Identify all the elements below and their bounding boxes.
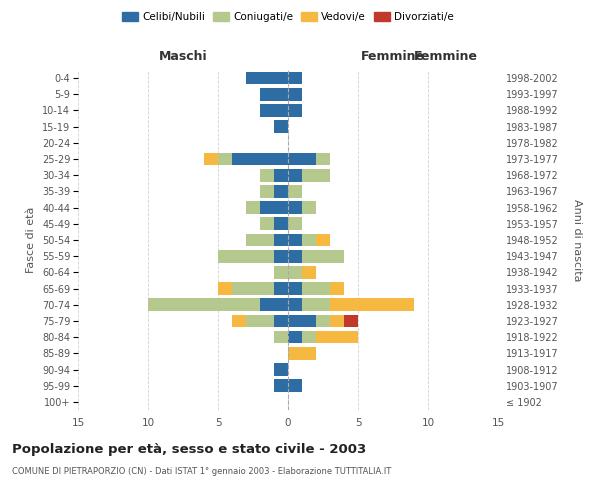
Bar <box>232 282 274 295</box>
Bar <box>288 169 302 181</box>
Bar <box>316 152 330 166</box>
Bar <box>288 380 302 392</box>
Bar <box>218 152 232 166</box>
Text: Femmine: Femmine <box>361 50 425 63</box>
Bar <box>302 282 330 295</box>
Bar <box>246 234 274 246</box>
Bar <box>302 169 330 181</box>
Text: Maschi: Maschi <box>158 50 208 63</box>
Bar <box>288 202 302 214</box>
Bar <box>260 88 288 101</box>
Bar <box>288 347 316 360</box>
Bar <box>204 152 218 166</box>
Bar <box>302 234 316 246</box>
Bar <box>288 282 302 295</box>
Bar <box>218 250 274 262</box>
Bar <box>274 234 288 246</box>
Bar <box>274 218 288 230</box>
Bar <box>218 282 232 295</box>
Bar <box>288 331 302 344</box>
Bar <box>288 104 302 117</box>
Bar <box>260 169 274 181</box>
Bar <box>288 266 302 278</box>
Bar <box>288 72 302 85</box>
Bar <box>274 314 288 328</box>
Bar <box>274 185 288 198</box>
Bar <box>232 152 288 166</box>
Bar <box>316 314 330 328</box>
Bar <box>302 331 316 344</box>
Bar <box>288 218 302 230</box>
Bar <box>274 380 288 392</box>
Y-axis label: Fasce di età: Fasce di età <box>26 207 37 273</box>
Bar <box>288 314 316 328</box>
Bar <box>288 185 302 198</box>
Bar <box>274 331 288 344</box>
Bar <box>148 298 260 311</box>
Legend: Celibi/Nubili, Coniugati/e, Vedovi/e, Divorziati/e: Celibi/Nubili, Coniugati/e, Vedovi/e, Di… <box>118 8 458 26</box>
Bar <box>246 202 260 214</box>
Bar <box>274 266 288 278</box>
Bar <box>302 250 344 262</box>
Bar <box>288 298 302 311</box>
Bar <box>288 152 316 166</box>
Y-axis label: Anni di nascita: Anni di nascita <box>572 198 583 281</box>
Bar <box>288 250 302 262</box>
Bar <box>316 234 330 246</box>
Bar <box>260 298 288 311</box>
Bar <box>316 331 358 344</box>
Bar <box>274 363 288 376</box>
Bar <box>246 72 288 85</box>
Bar <box>260 218 274 230</box>
Bar <box>274 169 288 181</box>
Bar <box>302 266 316 278</box>
Bar <box>232 314 246 328</box>
Bar <box>274 120 288 133</box>
Bar <box>274 250 288 262</box>
Bar <box>274 282 288 295</box>
Text: Femmine: Femmine <box>413 50 478 63</box>
Text: Popolazione per età, sesso e stato civile - 2003: Popolazione per età, sesso e stato civil… <box>12 442 366 456</box>
Bar <box>344 314 358 328</box>
Bar <box>330 298 414 311</box>
Bar <box>288 88 302 101</box>
Bar <box>330 314 344 328</box>
Bar <box>260 202 288 214</box>
Bar <box>288 234 302 246</box>
Bar <box>260 104 288 117</box>
Text: COMUNE DI PIETRAPORZIO (CN) - Dati ISTAT 1° gennaio 2003 - Elaborazione TUTTITAL: COMUNE DI PIETRAPORZIO (CN) - Dati ISTAT… <box>12 468 391 476</box>
Bar <box>260 185 274 198</box>
Bar <box>246 314 274 328</box>
Bar <box>302 202 316 214</box>
Bar <box>302 298 330 311</box>
Bar <box>330 282 344 295</box>
